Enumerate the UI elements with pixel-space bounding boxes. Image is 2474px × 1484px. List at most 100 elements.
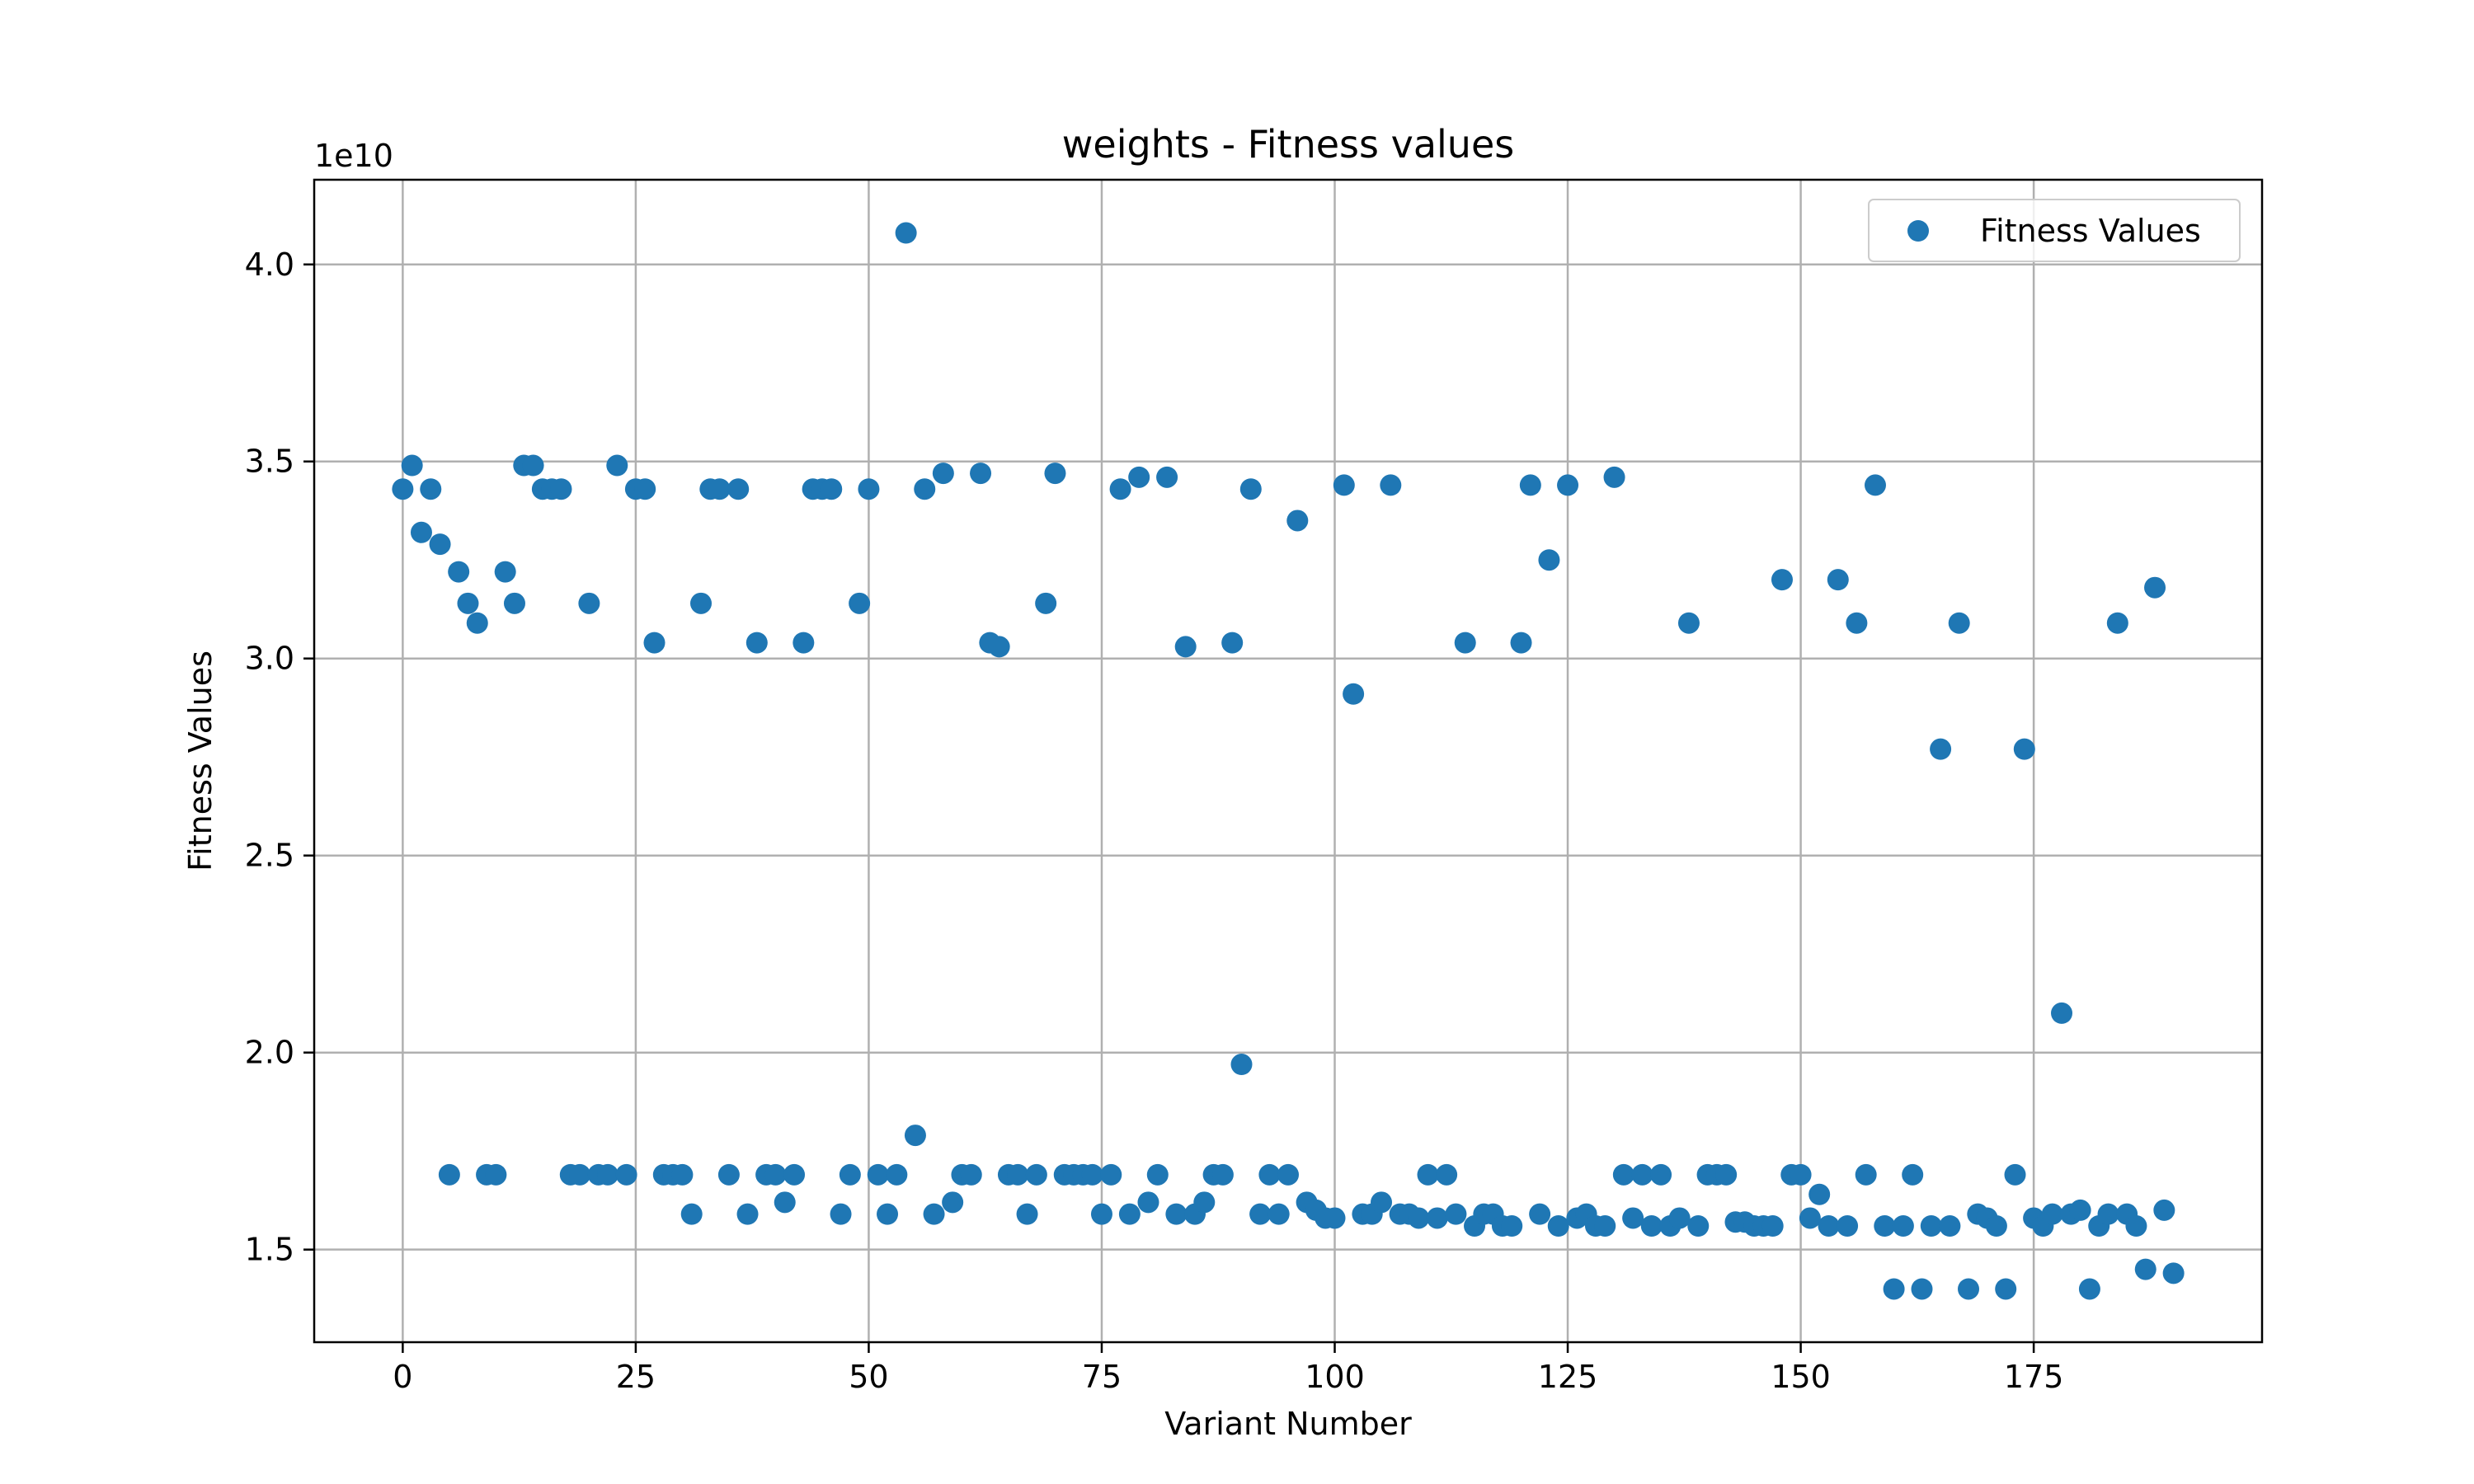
data-point [1193, 1191, 1216, 1214]
x-tick-label: 25 [616, 1359, 656, 1395]
data-point [1221, 632, 1244, 654]
grid-lines [314, 180, 2262, 1342]
data-point [522, 454, 544, 477]
legend: Fitness Values [1868, 199, 2241, 262]
y-tick-label: 4.0 [245, 247, 294, 283]
data-point [596, 1163, 618, 1186]
data-point [1025, 1163, 1047, 1186]
legend-marker [1907, 220, 1929, 242]
data-point [895, 222, 917, 244]
data-point [401, 454, 423, 477]
data-point [904, 1125, 926, 1147]
data-point [830, 1203, 852, 1225]
data-point [615, 1163, 637, 1186]
x-tick-label: 0 [393, 1359, 412, 1395]
y-tick-label: 1.5 [245, 1232, 294, 1268]
data-point [932, 463, 954, 485]
data-point [1538, 549, 1560, 571]
data-point [1501, 1215, 1523, 1237]
data-point [1790, 1163, 1812, 1186]
data-point [914, 478, 936, 500]
data-point [1650, 1163, 1672, 1186]
data-point [1911, 1278, 1933, 1300]
axis-ticks: 0 25 50 75 100 125 150 175 1.5 2.0 2.5 3.0 3.5 4.0 [245, 247, 2064, 1395]
data-point [988, 636, 1010, 658]
y-axis-multiplier: 1e10 [314, 138, 393, 174]
data-point [1436, 1163, 1458, 1186]
y-tick-label: 3.0 [245, 641, 294, 677]
data-point [1612, 1163, 1634, 1186]
data-point [1837, 1215, 1859, 1237]
data-point [2162, 1262, 2185, 1284]
data-point [503, 592, 525, 614]
data-point [466, 612, 488, 634]
data-point [1408, 1207, 1430, 1229]
data-point [708, 478, 731, 500]
data-point [1771, 569, 1793, 591]
data-point [1846, 612, 1868, 634]
data-point [1827, 569, 1849, 591]
data-point [717, 1163, 740, 1186]
data-point [1137, 1191, 1159, 1214]
data-point [2097, 1203, 2119, 1225]
data-point [2013, 738, 2035, 760]
data-point [1677, 612, 1700, 634]
data-point [1128, 466, 1150, 488]
data-point [410, 521, 432, 543]
y-axis-title: Fitness Values [182, 650, 219, 871]
data-point [1277, 1163, 1299, 1186]
data-point [1174, 636, 1197, 658]
data-point [1118, 1203, 1141, 1225]
data-point [960, 1163, 982, 1186]
data-point [1892, 1215, 1914, 1237]
data-point [1799, 1207, 1821, 1229]
data-point [886, 1163, 908, 1186]
x-tick-label: 175 [2004, 1359, 2064, 1395]
data-point [1818, 1215, 1840, 1237]
x-axis-title: Variant Number [1164, 1406, 1412, 1442]
data-point [2041, 1203, 2063, 1225]
data-point [2106, 612, 2128, 634]
data-point [774, 1191, 796, 1214]
legend-box [1868, 199, 2241, 262]
data-point [634, 478, 656, 500]
data-point [2134, 1258, 2157, 1280]
data-point [1333, 474, 1355, 496]
data-point [849, 592, 871, 614]
data-point [877, 1203, 899, 1225]
data-point [2004, 1163, 2026, 1186]
data-point [1081, 1163, 1103, 1186]
data-point [1640, 1215, 1663, 1237]
data-point [1958, 1278, 1980, 1300]
data-point [942, 1191, 964, 1214]
data-point [1258, 1163, 1281, 1186]
data-point [1761, 1215, 1784, 1237]
data-point [1230, 1054, 1253, 1076]
data-point [2144, 576, 2166, 599]
data-point [736, 1203, 759, 1225]
y-tick-label: 2.0 [245, 1035, 294, 1071]
data-point [783, 1163, 806, 1186]
data-point [1939, 1215, 1961, 1237]
data-point [680, 1203, 703, 1225]
data-point [1510, 632, 1532, 654]
data-point [1855, 1163, 1877, 1186]
data-point [392, 478, 414, 500]
data-point [821, 478, 843, 500]
x-tick-label: 50 [849, 1359, 888, 1395]
data-point [2153, 1199, 2175, 1221]
data-point [1529, 1203, 1551, 1225]
data-point [1249, 1203, 1272, 1225]
data-point [569, 1163, 591, 1186]
data-point [1631, 1163, 1653, 1186]
data-point [1165, 1203, 1188, 1225]
data-point [643, 632, 666, 654]
data-point [550, 478, 572, 500]
x-tick-label: 75 [1082, 1359, 1122, 1395]
y-tick-label: 2.5 [245, 838, 294, 874]
data-point [1044, 463, 1066, 485]
data-point [1603, 466, 1625, 488]
data-point [457, 592, 479, 614]
data-point [671, 1163, 694, 1186]
data-point [578, 592, 600, 614]
